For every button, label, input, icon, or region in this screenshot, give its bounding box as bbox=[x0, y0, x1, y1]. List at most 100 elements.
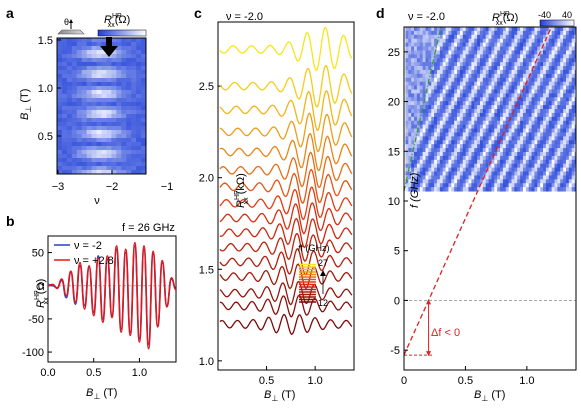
heatmap-d-cell bbox=[543, 50, 547, 55]
heatmap-d-cell bbox=[477, 42, 481, 48]
heatmap-d-cell bbox=[520, 155, 524, 161]
heatmap-d-cell bbox=[468, 81, 472, 87]
heatmap-d-cell bbox=[414, 159, 418, 165]
heatmap-d-cell bbox=[488, 124, 492, 130]
heatmap-d-cell bbox=[548, 112, 553, 118]
heatmap-a-cell bbox=[66, 134, 73, 139]
heatmap-d-cell bbox=[411, 27, 415, 32]
heatmap-d-cell bbox=[465, 179, 469, 184]
heatmap-d-cell bbox=[560, 171, 564, 176]
heatmap-d-cell bbox=[416, 27, 421, 32]
heatmap-d-cell bbox=[505, 163, 510, 169]
heatmap-d-cell bbox=[431, 120, 435, 126]
heatmap-a-cell bbox=[61, 102, 68, 107]
heatmap-a-cell bbox=[57, 94, 63, 99]
ytick-label-b: 0 bbox=[38, 281, 44, 293]
heatmap-d-cell bbox=[565, 120, 570, 126]
heatmap-d-cell bbox=[514, 159, 518, 165]
heatmap-d-cell bbox=[540, 112, 544, 118]
legend-c: ff (GHz) 27 12 bbox=[298, 243, 330, 308]
heatmap-d-cell bbox=[528, 73, 533, 79]
heatmap-d-cell bbox=[574, 89, 576, 94]
heatmap-d-cell bbox=[494, 58, 498, 63]
heatmap-d-cell bbox=[414, 179, 418, 184]
heatmap-d-cell bbox=[505, 116, 510, 122]
heatmap-d-cell bbox=[434, 50, 438, 55]
heatmap-d-cell bbox=[548, 159, 553, 165]
heatmap-d-cell bbox=[474, 140, 478, 145]
heatmap-d-cell bbox=[574, 163, 576, 169]
heatmap-d-cell bbox=[479, 116, 484, 122]
trace-c-2 bbox=[219, 281, 353, 306]
heatmap-d-cell bbox=[488, 73, 492, 79]
heatmap-d-cell bbox=[436, 85, 441, 90]
heatmap-d-cell bbox=[502, 85, 507, 90]
heatmap-a-cell bbox=[121, 126, 127, 131]
heatmap-d-cell bbox=[520, 112, 524, 118]
heatmap-d-cell bbox=[565, 144, 570, 149]
heatmap-d-cell bbox=[485, 69, 490, 75]
heatmap-d-cell bbox=[571, 120, 576, 126]
heatmap-d-cell bbox=[497, 175, 501, 180]
heatmap-d-cell bbox=[540, 151, 544, 157]
heatmap-d-cell bbox=[439, 155, 444, 161]
heatmap-d-cell bbox=[436, 89, 441, 94]
heatmap-a-cell bbox=[101, 86, 107, 91]
heatmap-d-cell bbox=[534, 116, 538, 122]
heatmap-d-cell bbox=[419, 58, 424, 63]
heatmap-d-cell bbox=[568, 167, 573, 173]
heatmap-a-cell bbox=[61, 106, 68, 111]
heatmap-d-cell bbox=[448, 175, 452, 180]
heatmap-d-cell bbox=[571, 183, 576, 188]
heatmap-a-cell bbox=[106, 146, 112, 151]
heatmap-a-cell bbox=[121, 70, 127, 75]
heatmap-d-cell bbox=[414, 144, 418, 149]
heatmap-d-cell bbox=[425, 167, 429, 173]
heatmap-d-cell bbox=[411, 93, 415, 98]
heatmap-d-cell bbox=[528, 58, 533, 63]
heatmap-d-cell bbox=[545, 132, 550, 137]
heatmap-d-cell bbox=[488, 54, 492, 59]
heatmap-d-cell bbox=[454, 109, 458, 114]
heatmap-d-cell bbox=[442, 155, 447, 161]
heatmap-d-cell bbox=[528, 46, 533, 51]
heatmap-a-cell bbox=[116, 146, 122, 151]
heatmap-d-cell bbox=[428, 62, 432, 67]
heatmap-a-cell bbox=[106, 70, 112, 75]
heatmap-d-cell bbox=[548, 93, 553, 98]
heatmap-d-cell bbox=[560, 128, 564, 133]
heatmap-d-cell bbox=[540, 73, 544, 79]
heatmap-d-cell bbox=[479, 46, 484, 51]
heatmap-d-cell bbox=[508, 151, 512, 157]
heatmap-d-cell bbox=[428, 30, 432, 36]
heatmap-d-cell bbox=[431, 46, 435, 51]
heatmap-d-cell bbox=[477, 34, 481, 40]
heatmap-d-cell bbox=[436, 124, 441, 130]
heatmap-d-cell bbox=[459, 69, 464, 75]
delta-f-arrowhead bbox=[426, 299, 432, 305]
heatmap-d-cell bbox=[548, 109, 553, 114]
heatmap-d-cell bbox=[543, 155, 547, 161]
heatmap-d-cell bbox=[405, 62, 409, 67]
heatmap-d-cell bbox=[537, 38, 541, 44]
heatmap-d-cell bbox=[551, 128, 555, 133]
heatmap-d-cell bbox=[502, 66, 507, 71]
heatmap-a-cell bbox=[111, 62, 117, 67]
heatmap-d-cell bbox=[494, 179, 498, 184]
axes-b-frame bbox=[47, 235, 177, 363]
heatmap-d-cell bbox=[451, 155, 455, 161]
heatmap-a-cell bbox=[86, 122, 93, 127]
heatmap-d-cell bbox=[425, 50, 429, 55]
heatmap-d-cell bbox=[560, 93, 564, 98]
heatmap-d-cell bbox=[462, 34, 467, 40]
heatmap-d-cell bbox=[439, 93, 444, 98]
heatmap-a-cell bbox=[91, 162, 98, 167]
heatmap-d-cell bbox=[425, 27, 429, 32]
trace-c-7 bbox=[219, 202, 353, 235]
heatmap-d-cell bbox=[531, 183, 535, 188]
heatmap-d-cell bbox=[457, 101, 461, 106]
heatmap-d-cell bbox=[568, 54, 573, 59]
heatmap-d-cell bbox=[514, 105, 518, 110]
heatmap-d-cell bbox=[502, 159, 507, 165]
heatmap-d-cell bbox=[425, 175, 429, 180]
